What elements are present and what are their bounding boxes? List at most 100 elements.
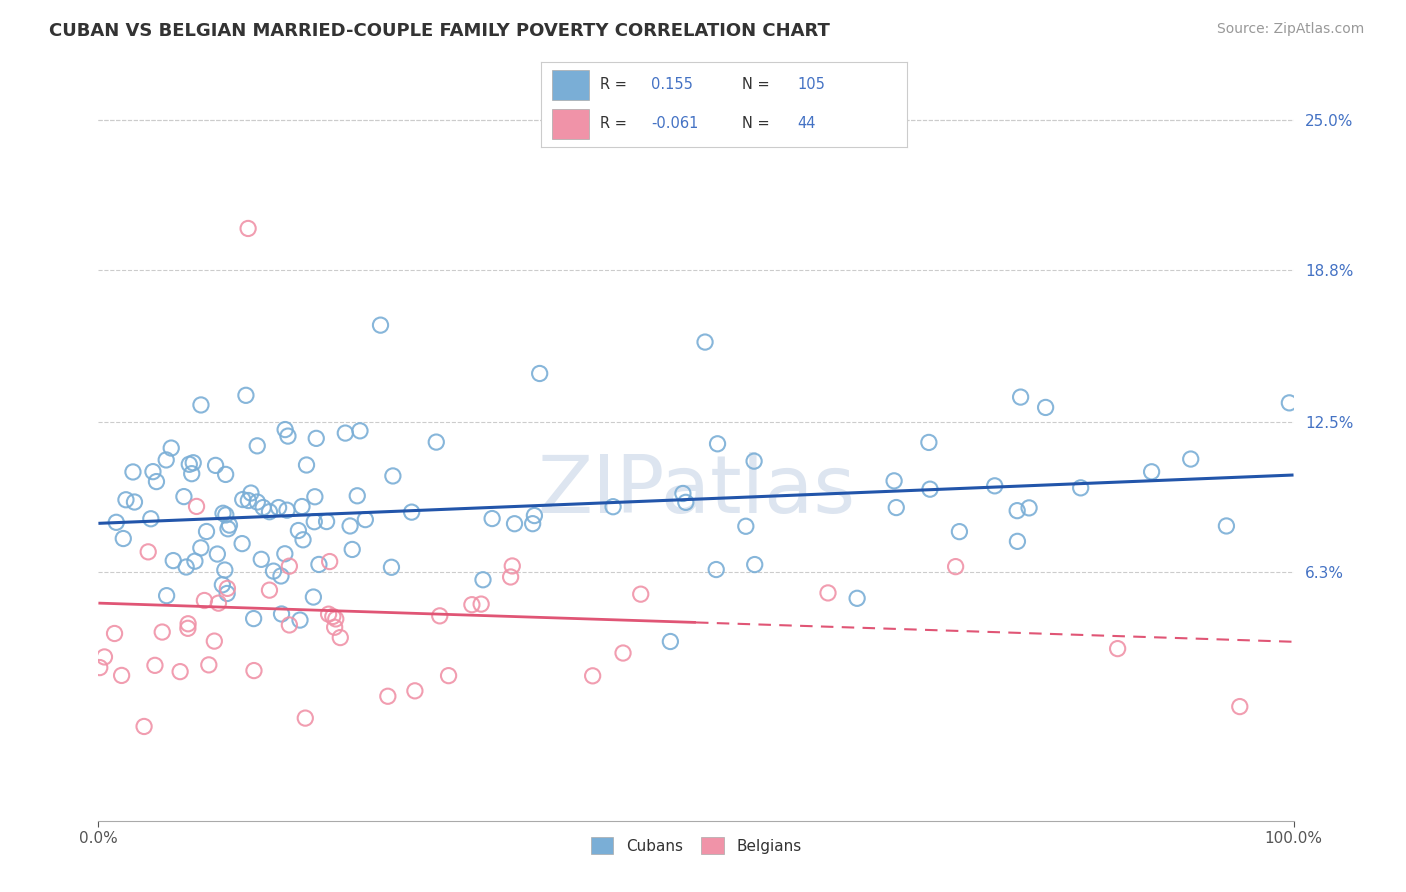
Point: [105, 516, 128, 530]
Point: [122, 465, 145, 479]
Point: [217, 582, 239, 596]
Point: [190, 541, 212, 555]
Point: [235, 388, 257, 402]
Point: [672, 486, 695, 500]
Point: [329, 631, 352, 645]
Point: [817, 586, 839, 600]
Text: 105: 105: [797, 78, 825, 93]
Text: 44: 44: [797, 116, 815, 131]
Text: -0.061: -0.061: [651, 116, 699, 131]
Point: [381, 469, 404, 483]
Point: [291, 500, 314, 514]
Text: ZIPatlas: ZIPatlas: [537, 452, 855, 530]
Point: [1107, 641, 1129, 656]
Point: [278, 618, 301, 632]
Point: [1018, 500, 1040, 515]
Text: N =: N =: [742, 116, 770, 131]
Bar: [553, 70, 589, 100]
Point: [132, 719, 155, 733]
Point: [918, 435, 941, 450]
Point: [179, 457, 201, 471]
Point: [198, 657, 221, 672]
Point: [461, 598, 484, 612]
Point: [948, 524, 970, 539]
Point: [883, 474, 905, 488]
Point: [470, 597, 492, 611]
Point: [323, 620, 346, 634]
Point: [322, 609, 344, 624]
Point: [401, 505, 423, 519]
Point: [267, 500, 290, 515]
Point: [217, 522, 239, 536]
Point: [278, 559, 301, 574]
Point: [1007, 534, 1029, 549]
Point: [232, 492, 254, 507]
Point: [145, 475, 167, 489]
Point: [103, 626, 125, 640]
Point: [315, 515, 337, 529]
Point: [305, 431, 328, 445]
Point: [139, 512, 162, 526]
Point: [304, 490, 326, 504]
Point: [110, 668, 132, 682]
Point: [472, 573, 495, 587]
Point: [846, 591, 869, 606]
Point: [742, 454, 765, 468]
Point: [523, 508, 546, 523]
Text: CUBAN VS BELGIAN MARRIED-COUPLE FAMILY POVERTY CORRELATION CHART: CUBAN VS BELGIAN MARRIED-COUPLE FAMILY P…: [49, 22, 830, 40]
Point: [1278, 396, 1301, 410]
Text: Source: ZipAtlas.com: Source: ZipAtlas.com: [1216, 22, 1364, 37]
Point: [112, 532, 135, 546]
Point: [983, 479, 1005, 493]
Point: [143, 658, 166, 673]
Point: [404, 683, 426, 698]
Point: [180, 467, 202, 481]
Point: [177, 621, 200, 635]
Point: [706, 437, 728, 451]
Point: [202, 634, 225, 648]
Point: [1140, 465, 1163, 479]
Point: [156, 589, 179, 603]
Point: [308, 558, 330, 572]
Point: [1070, 481, 1092, 495]
Point: [582, 669, 605, 683]
Point: [184, 554, 207, 568]
Point: [1215, 519, 1237, 533]
Point: [243, 664, 266, 678]
Text: R =: R =: [600, 116, 627, 131]
Point: [287, 524, 309, 538]
Point: [190, 398, 212, 412]
Point: [263, 564, 285, 578]
Point: [212, 506, 235, 520]
Point: [292, 533, 315, 547]
Point: [93, 649, 115, 664]
Point: [142, 465, 165, 479]
Point: [744, 558, 766, 572]
Point: [295, 458, 318, 472]
Point: [318, 555, 340, 569]
Point: [174, 560, 197, 574]
Point: [339, 519, 361, 533]
Point: [150, 625, 173, 640]
Point: [659, 634, 682, 648]
Point: [354, 513, 377, 527]
Point: [274, 423, 297, 437]
Point: [349, 424, 371, 438]
Point: [1010, 390, 1032, 404]
Point: [429, 608, 451, 623]
Point: [193, 593, 215, 607]
Point: [734, 519, 756, 533]
Point: [207, 596, 229, 610]
Point: [89, 660, 111, 674]
Point: [288, 613, 311, 627]
Point: [602, 500, 624, 514]
Point: [503, 516, 526, 531]
Point: [346, 489, 368, 503]
Point: [115, 492, 138, 507]
Point: [252, 500, 274, 515]
Point: [276, 503, 298, 517]
Point: [335, 426, 357, 441]
Point: [380, 560, 402, 574]
Point: [270, 607, 292, 621]
Point: [945, 559, 967, 574]
